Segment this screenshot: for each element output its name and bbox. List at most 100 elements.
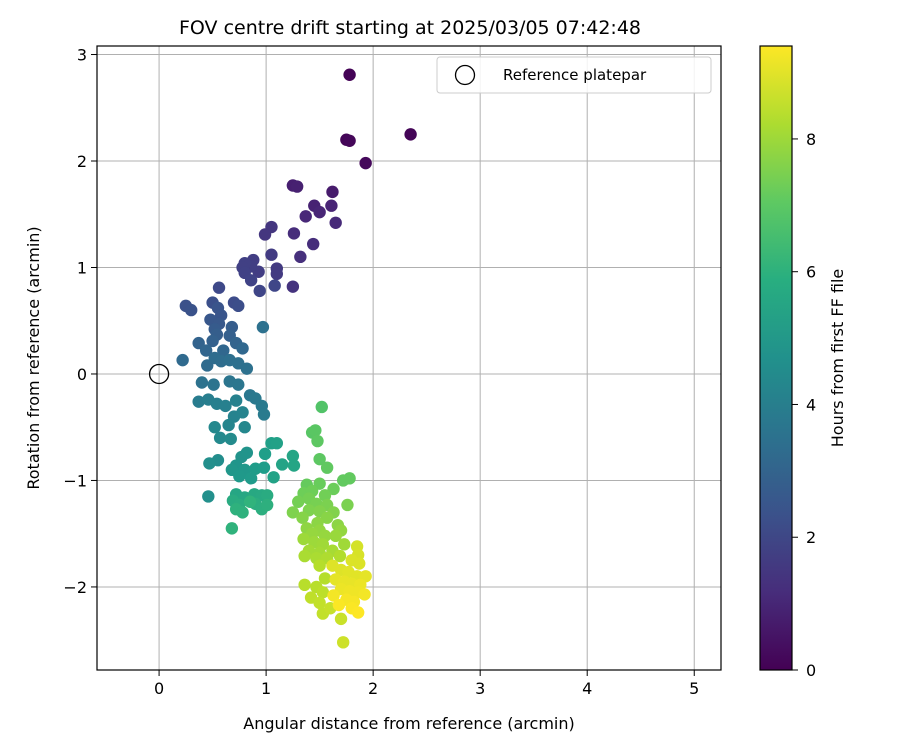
colorbar-tick-label: 0 bbox=[806, 661, 816, 680]
data-point bbox=[243, 495, 257, 508]
data-points bbox=[176, 68, 417, 649]
data-point bbox=[299, 210, 312, 223]
data-point bbox=[338, 538, 351, 551]
data-point bbox=[327, 482, 340, 496]
x-axis-ticks: 0 1 2 3 4 5 bbox=[154, 670, 699, 698]
plot-frame bbox=[96, 45, 722, 671]
data-point bbox=[270, 436, 284, 450]
data-point bbox=[203, 457, 216, 470]
colorbar-tick-label: 8 bbox=[806, 130, 816, 149]
y-tick-label: −2 bbox=[63, 578, 87, 597]
data-point bbox=[260, 489, 274, 502]
data-point bbox=[309, 424, 322, 437]
data-point bbox=[219, 399, 232, 413]
grid-lines bbox=[97, 46, 721, 670]
x-tick-label: 2 bbox=[368, 679, 378, 698]
colorbar-tick-label: 6 bbox=[806, 263, 816, 282]
data-point bbox=[232, 299, 245, 313]
data-point bbox=[244, 472, 258, 485]
data-point bbox=[253, 284, 266, 298]
data-point bbox=[225, 522, 239, 535]
data-point bbox=[353, 557, 366, 570]
data-point bbox=[404, 128, 417, 141]
colorbar-ticks: 0 2 4 6 8 bbox=[792, 130, 816, 680]
legend-reference-marker bbox=[454, 64, 476, 86]
data-point bbox=[206, 334, 219, 348]
data-point bbox=[320, 461, 334, 474]
data-point bbox=[334, 612, 348, 626]
data-point bbox=[327, 589, 340, 602]
data-point bbox=[290, 180, 304, 193]
y-axis-ticks: −2 −1 0 1 2 3 bbox=[63, 46, 97, 597]
data-point bbox=[313, 205, 326, 219]
data-point bbox=[265, 248, 278, 261]
data-point bbox=[286, 449, 300, 463]
data-point bbox=[232, 378, 245, 391]
data-point bbox=[213, 431, 227, 445]
data-point bbox=[343, 68, 356, 81]
data-point bbox=[256, 320, 270, 334]
data-point bbox=[236, 506, 249, 519]
data-point bbox=[224, 432, 237, 446]
data-point bbox=[351, 606, 365, 619]
data-point bbox=[329, 216, 342, 229]
data-point bbox=[359, 156, 372, 170]
data-point bbox=[332, 598, 346, 612]
data-point bbox=[286, 280, 300, 293]
colorbar bbox=[759, 45, 793, 671]
data-point bbox=[311, 434, 324, 448]
data-point bbox=[294, 250, 307, 264]
data-point bbox=[318, 489, 332, 502]
data-point bbox=[307, 237, 320, 251]
data-point bbox=[343, 134, 356, 147]
data-point bbox=[336, 636, 350, 649]
reference-platepar-marker bbox=[148, 363, 170, 385]
data-point bbox=[202, 490, 215, 503]
data-point bbox=[176, 353, 189, 367]
data-point bbox=[199, 344, 213, 357]
data-point bbox=[313, 596, 326, 610]
data-point bbox=[257, 461, 271, 474]
data-point bbox=[329, 529, 342, 543]
data-point bbox=[358, 588, 371, 601]
x-tick-label: 5 bbox=[689, 679, 699, 698]
y-tick-label: 1 bbox=[77, 258, 87, 277]
x-axis-label: Angular distance from reference (arcmin) bbox=[243, 714, 574, 733]
data-point bbox=[298, 578, 311, 592]
legend: Reference platepar bbox=[436, 56, 712, 94]
data-point bbox=[292, 495, 305, 508]
data-point bbox=[297, 532, 310, 546]
x-tick-label: 4 bbox=[582, 679, 592, 698]
x-tick-label: 1 bbox=[261, 679, 271, 698]
y-tick-label: 0 bbox=[77, 365, 87, 384]
y-tick-label: 2 bbox=[77, 152, 87, 171]
data-point bbox=[325, 199, 338, 212]
data-point bbox=[184, 303, 198, 317]
data-point bbox=[313, 559, 326, 572]
data-point bbox=[240, 362, 254, 375]
reference-marker-group bbox=[148, 363, 170, 385]
data-point bbox=[341, 498, 354, 512]
data-point bbox=[233, 469, 246, 483]
legend-box bbox=[436, 56, 712, 94]
data-point bbox=[229, 394, 243, 407]
data-point bbox=[318, 572, 332, 585]
colorbar-label: Hours from first FF file bbox=[828, 269, 847, 448]
y-axis-label: Rotation from reference (arcmin) bbox=[24, 226, 43, 489]
data-point bbox=[287, 227, 301, 240]
legend-label-reference-platepar: Reference platepar bbox=[503, 66, 647, 84]
data-point bbox=[222, 418, 235, 432]
data-point bbox=[236, 406, 249, 419]
data-point bbox=[244, 274, 258, 287]
data-point bbox=[258, 447, 272, 461]
data-point bbox=[286, 506, 300, 519]
data-point bbox=[270, 267, 284, 281]
y-tick-label: −1 bbox=[63, 471, 87, 490]
colorbar-tick-label: 2 bbox=[806, 528, 816, 547]
data-point bbox=[208, 421, 221, 434]
y-tick-label: 3 bbox=[77, 46, 87, 65]
data-point bbox=[257, 408, 271, 421]
data-point bbox=[212, 281, 226, 294]
x-tick-label: 0 bbox=[154, 679, 164, 698]
